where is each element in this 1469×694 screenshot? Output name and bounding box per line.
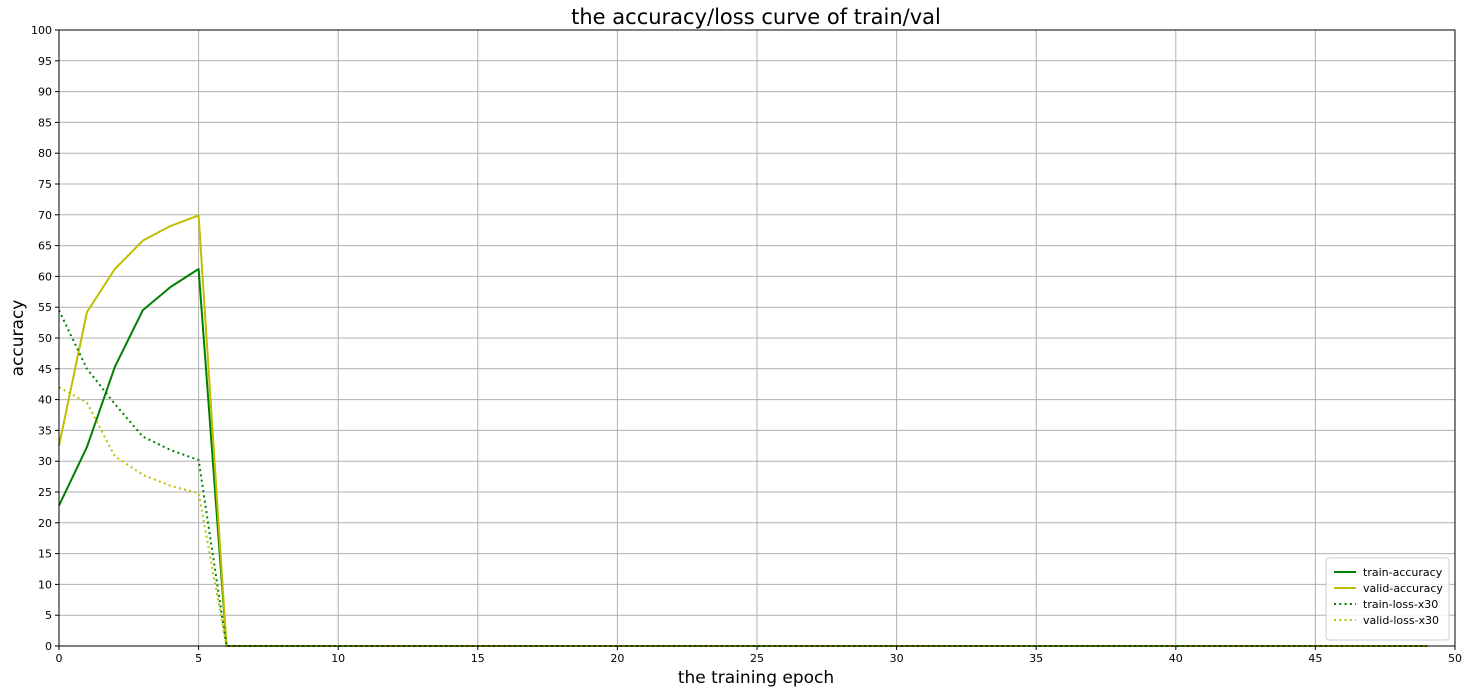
grid-lines xyxy=(58,29,1456,647)
y-tick-label: 30 xyxy=(38,455,52,468)
legend-label: train-accuracy xyxy=(1363,566,1443,579)
y-tick-label: 0 xyxy=(45,640,52,653)
x-tick-label: 5 xyxy=(195,652,202,665)
y-tick-label: 55 xyxy=(38,301,52,314)
legend-label: valid-accuracy xyxy=(1363,582,1443,595)
y-tick-label: 100 xyxy=(31,24,52,37)
y-tick-label: 65 xyxy=(38,240,52,253)
y-tick-label: 95 xyxy=(38,55,52,68)
legend-label: valid-loss-x30 xyxy=(1363,614,1439,627)
x-tick-label: 45 xyxy=(1308,652,1322,665)
x-tick-label: 20 xyxy=(610,652,624,665)
y-tick-label: 75 xyxy=(38,178,52,191)
y-tick-label: 80 xyxy=(38,147,52,160)
x-tick-label: 10 xyxy=(331,652,345,665)
x-tick-label: 50 xyxy=(1448,652,1462,665)
chart-title: the accuracy/loss curve of train/val xyxy=(571,5,941,29)
y-tick-label: 70 xyxy=(38,209,52,222)
y-tick-label: 45 xyxy=(38,363,52,376)
y-tick-label: 5 xyxy=(45,609,52,622)
y-tick-label: 85 xyxy=(38,116,52,129)
x-tick-label: 40 xyxy=(1169,652,1183,665)
y-tick-label: 40 xyxy=(38,394,52,407)
y-tick-label: 90 xyxy=(38,86,52,99)
legend-label: train-loss-x30 xyxy=(1363,598,1438,611)
y-tick-label: 35 xyxy=(38,424,52,437)
x-tick-label: 30 xyxy=(890,652,904,665)
legend-box xyxy=(1325,557,1450,641)
y-tick-label: 60 xyxy=(38,270,52,283)
y-tick-label: 10 xyxy=(38,578,52,591)
y-tick-label: 15 xyxy=(38,548,52,561)
y-axis-ticks: 0 5 10 15 20 25 30 35 40 45 50 55 60 65 70 75 80 85 90 95 10… xyxy=(31,24,59,653)
x-tick-label: 25 xyxy=(750,652,764,665)
y-tick-label: 25 xyxy=(38,486,52,499)
legend: train-accuracy valid-accuracy train-loss-x… xyxy=(1325,557,1450,641)
y-axis-title: accuracy xyxy=(8,300,28,377)
x-tick-label: 0 xyxy=(56,652,63,665)
x-tick-label: 15 xyxy=(471,652,485,665)
x-axis-ticks: 0 5 10 15 20 25 30 35 40 45 50 xyxy=(56,646,1462,665)
x-tick-label: 35 xyxy=(1029,652,1043,665)
x-axis-title: the training epoch xyxy=(678,668,834,688)
y-tick-label: 50 xyxy=(38,332,52,345)
y-tick-label: 20 xyxy=(38,517,52,530)
